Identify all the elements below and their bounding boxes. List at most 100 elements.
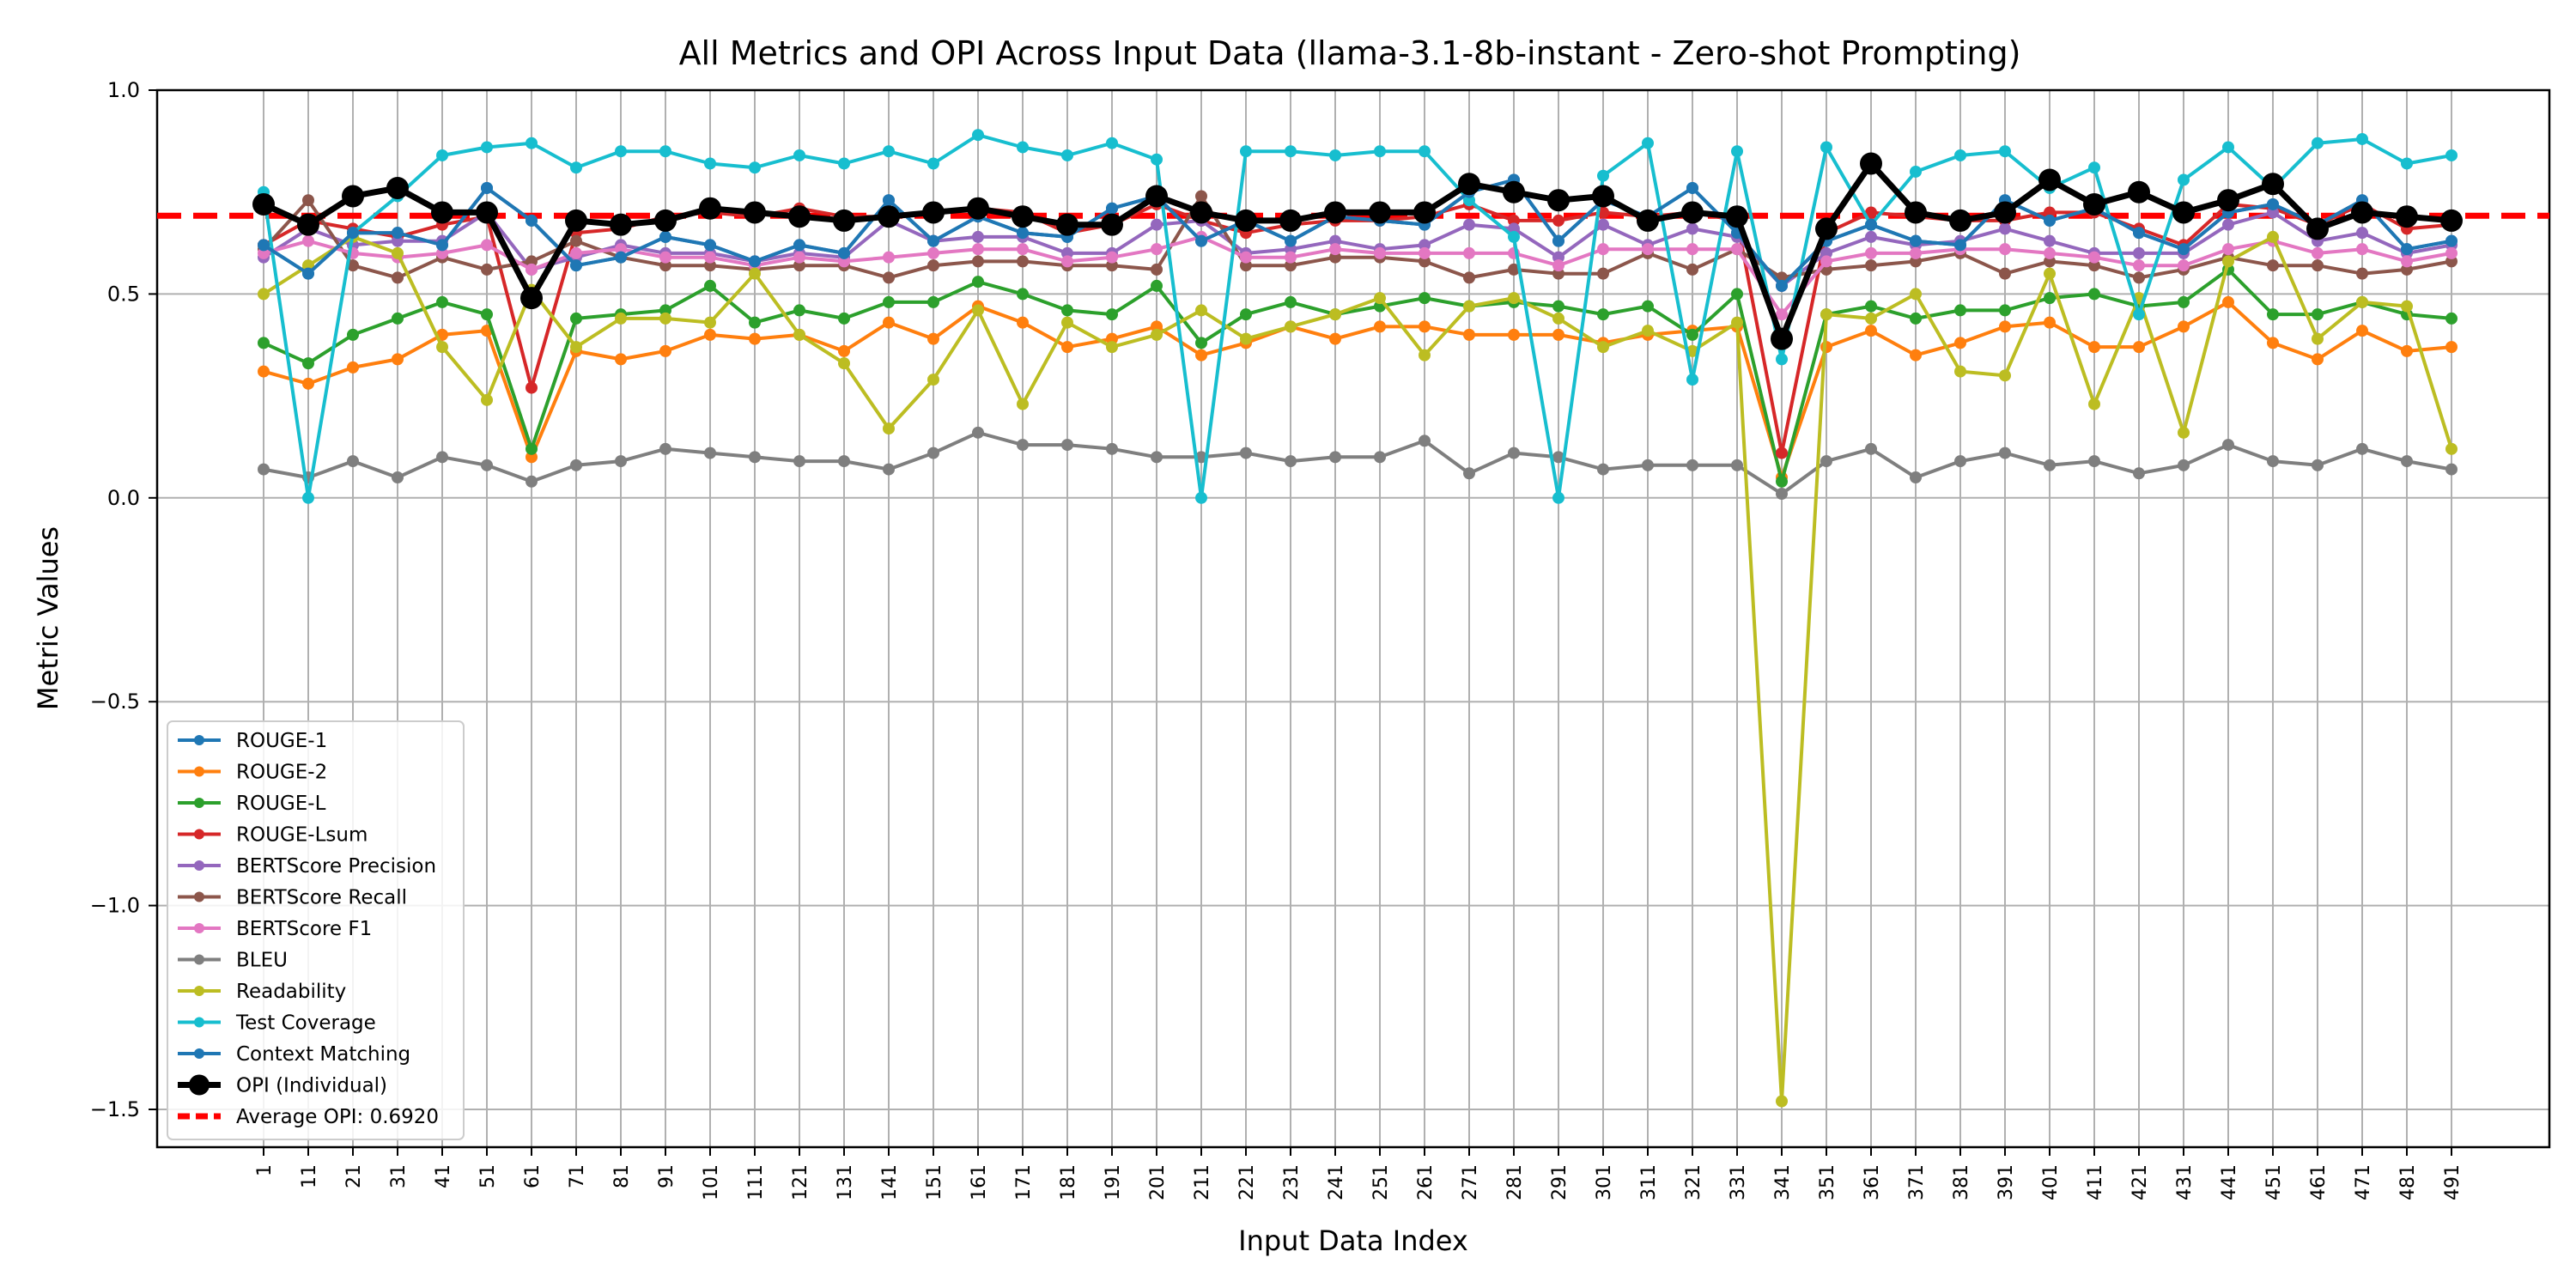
x-tick-label: 451 — [2263, 1164, 2285, 1200]
plot-frame — [155, 88, 2551, 1149]
data-point — [1419, 434, 1431, 447]
legend-item: Context Matching — [178, 1043, 410, 1066]
legend-item: Readability — [178, 981, 346, 1003]
x-axis: 1 11 21 31 41 51 61 71 81 91 101 111 121 131 141 151 161… — [254, 1147, 2464, 1200]
legend-marker — [194, 986, 204, 996]
data-point — [972, 276, 984, 289]
data-point — [2222, 243, 2234, 256]
series-line — [263, 202, 2452, 455]
data-point — [1329, 243, 1341, 256]
data-point — [2312, 259, 2324, 272]
x-tick-label: 181 — [1058, 1164, 1079, 1200]
legend-marker — [194, 735, 204, 745]
data-point — [1508, 263, 1520, 276]
legend-marker — [194, 923, 204, 933]
legend-label: OPI (Individual) — [236, 1075, 387, 1097]
data-point — [1999, 267, 2011, 280]
data-point — [2440, 209, 2463, 232]
data-point — [1552, 312, 1564, 325]
data-point — [2356, 325, 2368, 337]
data-point — [1151, 279, 1163, 292]
legend-item: BERTScore F1 — [178, 918, 372, 940]
data-point — [2267, 259, 2279, 272]
data-point — [1910, 349, 1922, 361]
x-tick-label: 251 — [1370, 1164, 1392, 1200]
legend-label: BERTScore Precision — [236, 855, 436, 878]
data-point — [2133, 259, 2145, 272]
data-point — [392, 271, 404, 284]
data-point — [704, 239, 716, 252]
data-point — [570, 161, 582, 174]
data-point — [1056, 213, 1078, 236]
data-point — [1285, 455, 1297, 468]
data-point — [883, 145, 895, 158]
data-point — [481, 263, 493, 276]
data-point — [2306, 217, 2329, 240]
data-point — [1017, 439, 1029, 452]
x-tick-label: 411 — [2085, 1164, 2106, 1200]
data-point — [1776, 488, 1788, 501]
data-point — [2044, 267, 2056, 280]
legend-marker — [194, 829, 204, 840]
data-point — [1999, 243, 2011, 256]
x-tick-label: 21 — [343, 1164, 365, 1188]
data-point — [1954, 365, 1966, 378]
legend: ROUGE-1 ROUGE-2 ROUGE-L ROUGE-Lsum BERTScore… — [167, 720, 465, 1140]
data-point — [659, 251, 671, 264]
data-point — [1597, 218, 1609, 231]
data-point — [1017, 227, 1029, 240]
data-point — [1999, 320, 2011, 333]
data-point — [2445, 442, 2458, 455]
series-line — [263, 430, 2452, 496]
legend-label: BERTScore F1 — [236, 918, 372, 940]
data-point — [967, 197, 989, 220]
series-bertscore-recall — [258, 190, 2458, 284]
data-point — [1285, 145, 1297, 158]
data-point — [2262, 173, 2284, 196]
data-point — [1681, 201, 1704, 224]
data-point — [1106, 308, 1118, 321]
data-point — [1503, 180, 1525, 204]
data-point — [2133, 467, 2145, 480]
data-point — [258, 239, 270, 252]
data-point — [2133, 341, 2145, 354]
data-point — [302, 377, 314, 390]
x-tick-label: 371 — [1906, 1164, 1928, 1200]
data-point — [1508, 292, 1520, 305]
data-point — [302, 491, 314, 504]
data-point — [1731, 288, 1743, 301]
legend-label: ROUGE-Lsum — [236, 824, 368, 847]
data-point — [1642, 137, 1654, 149]
data-point — [1240, 145, 1252, 158]
data-point — [1240, 447, 1252, 459]
data-point — [1731, 316, 1743, 329]
data-point — [1419, 145, 1431, 158]
data-point — [1597, 341, 1609, 354]
data-point — [2133, 246, 2145, 259]
data-point — [1994, 201, 2016, 224]
data-point — [436, 295, 448, 308]
x-tick-label: 461 — [2308, 1164, 2330, 1200]
data-point — [2312, 246, 2324, 259]
x-tick-label: 471 — [2353, 1164, 2374, 1200]
data-point — [1329, 149, 1341, 161]
data-point — [526, 442, 538, 455]
data-point — [2133, 308, 2145, 321]
data-point — [1329, 451, 1341, 464]
x-tick-label: 341 — [1772, 1164, 1794, 1200]
legend-marker — [194, 954, 204, 965]
data-point — [1329, 308, 1341, 321]
data-point — [1195, 190, 1207, 203]
y-tick-label: −0.5 — [90, 690, 140, 714]
data-point — [1463, 246, 1475, 259]
x-tick-label: 61 — [522, 1164, 544, 1188]
data-point — [1726, 205, 1748, 228]
x-tick-label: 81 — [611, 1164, 633, 1188]
legend-label: Average OPI: 0.6920 — [236, 1106, 439, 1128]
data-point — [1061, 255, 1073, 268]
data-point — [1285, 295, 1297, 308]
data-point — [1820, 141, 1832, 154]
data-point — [2356, 227, 2368, 240]
data-point — [1017, 398, 1029, 410]
data-point — [1552, 259, 1564, 272]
